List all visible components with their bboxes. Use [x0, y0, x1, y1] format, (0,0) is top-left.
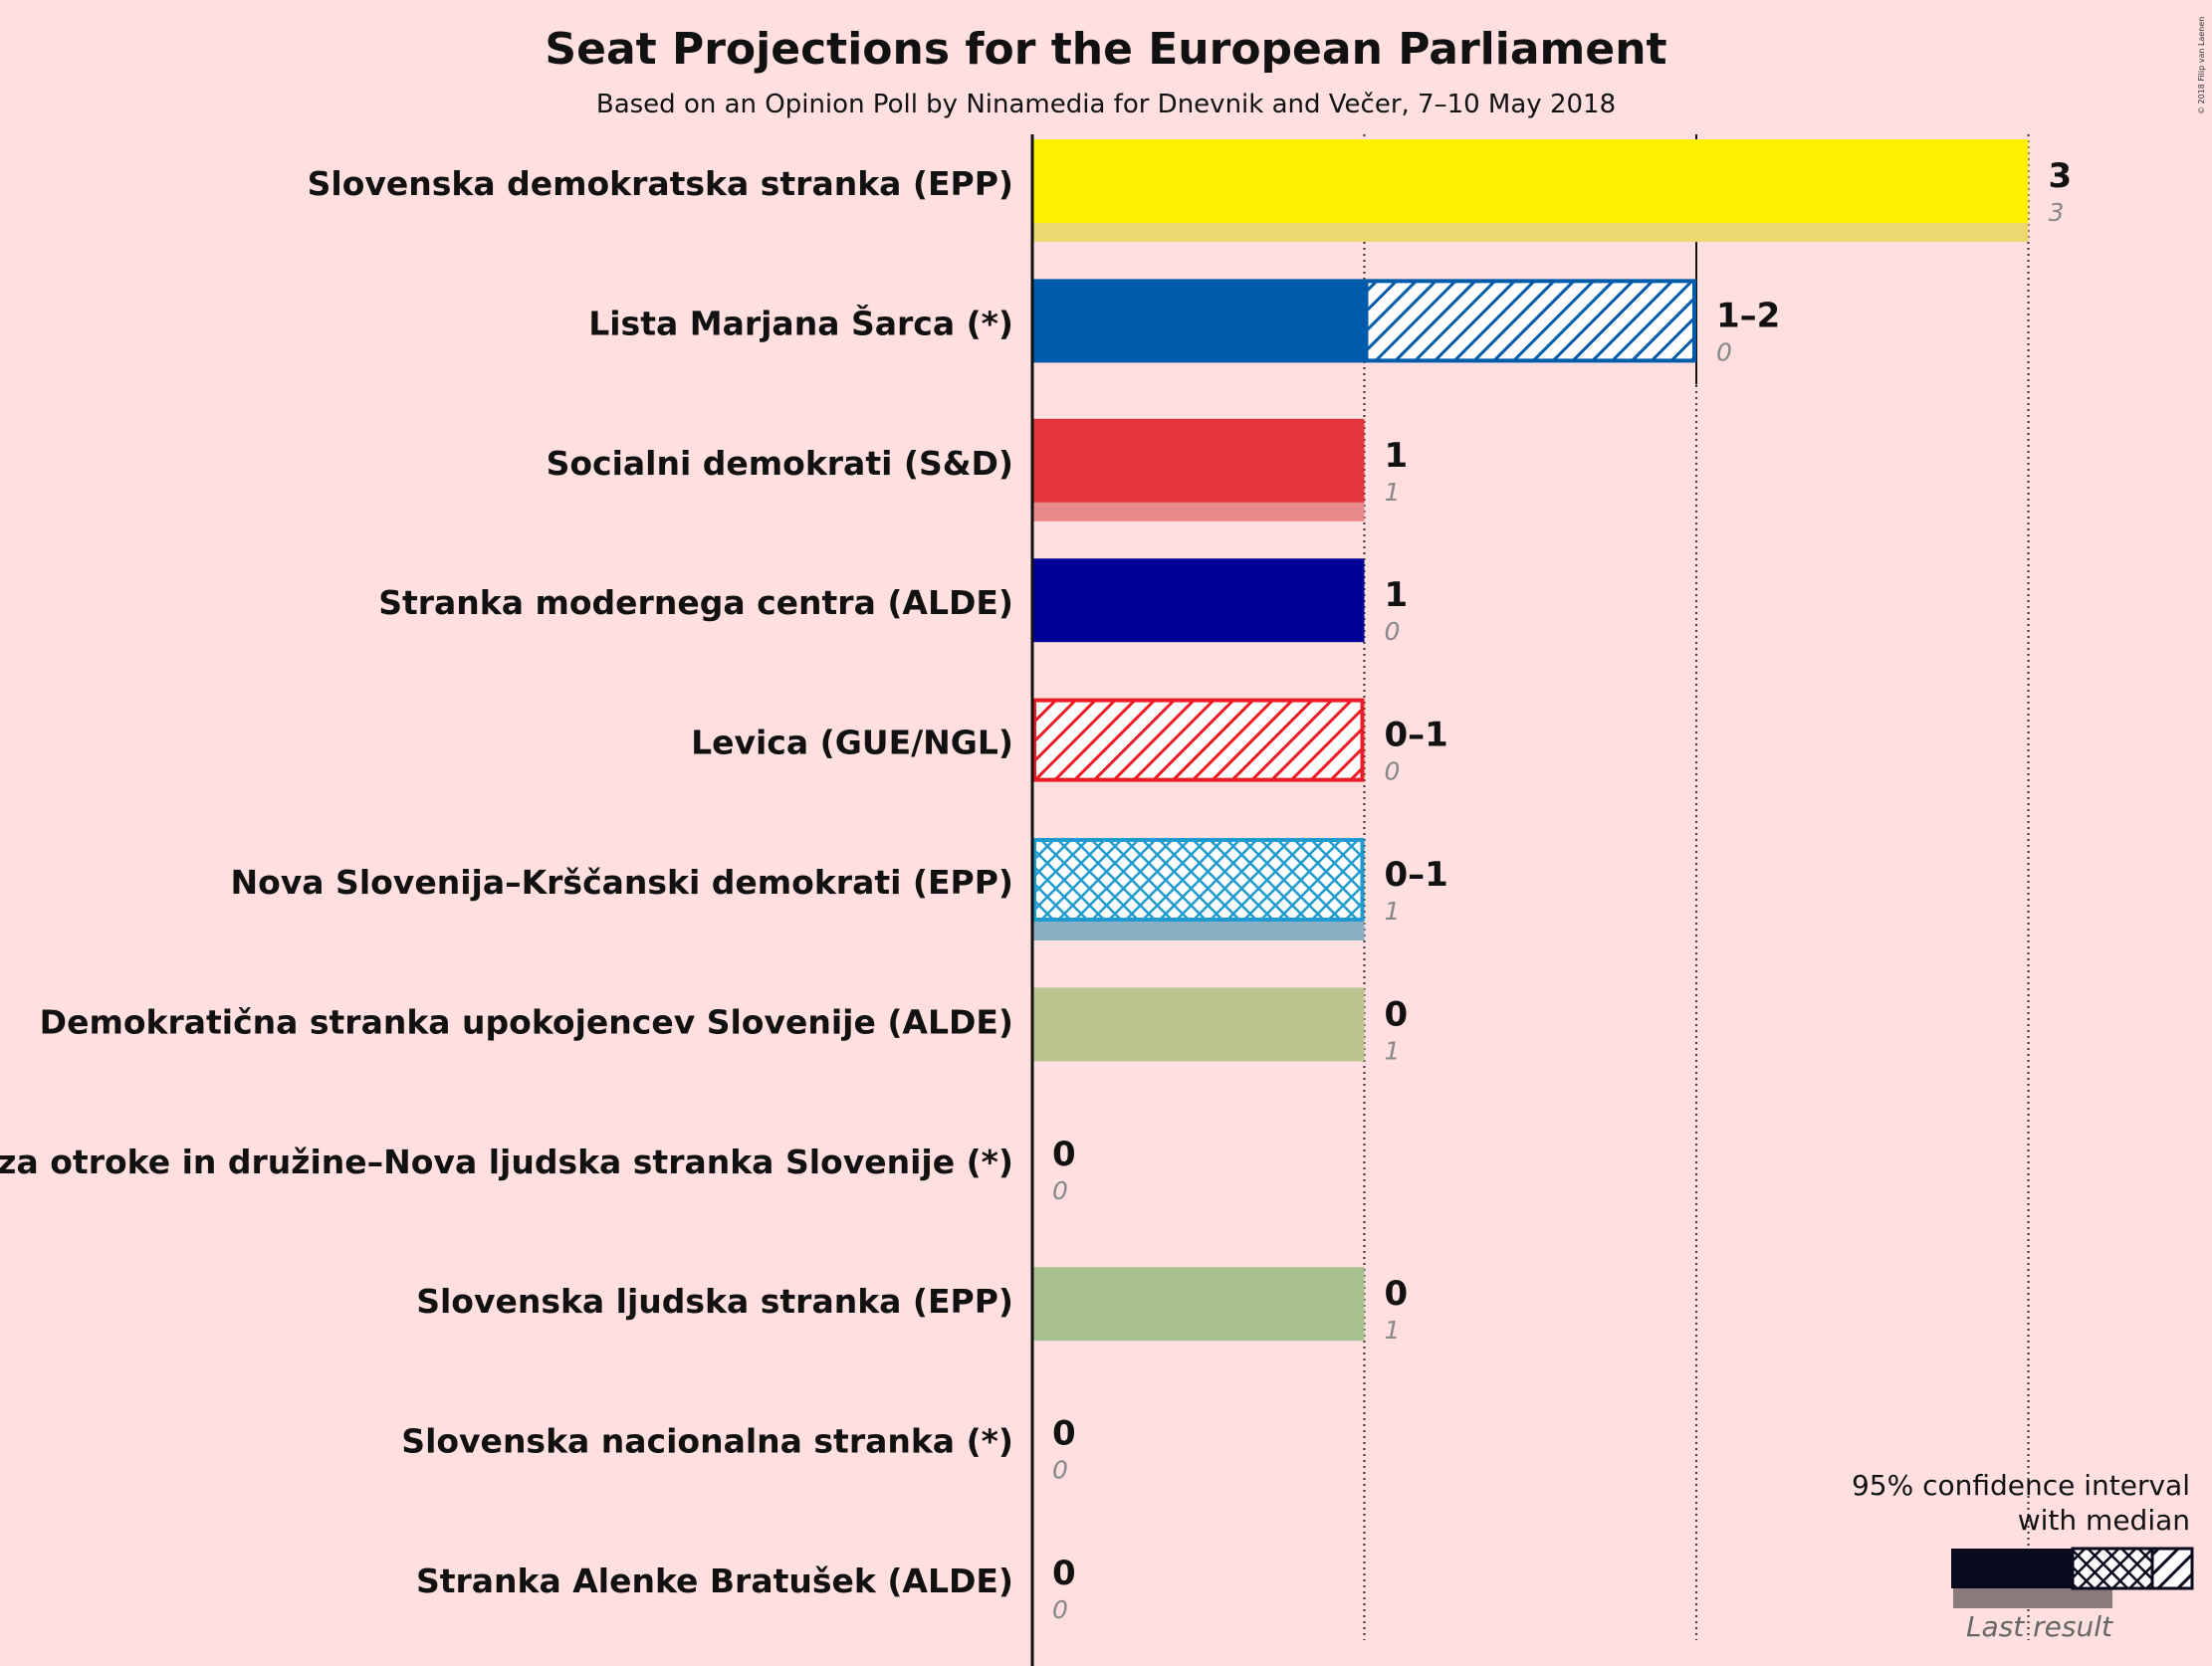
party-label: Lista Marjana Šarca (*) [588, 303, 1013, 342]
party-label: Glas za otroke in družine–Nova ljudska s… [0, 1143, 1013, 1181]
seat-range-label: 0 [1385, 994, 1409, 1034]
seat-range-label: 0 [1385, 1274, 1409, 1314]
party-row: Stranka Alenke Bratušek (ALDE) 00 [416, 1554, 1076, 1624]
legend-solid-swatch [1951, 1549, 2073, 1588]
copyright-note: © 2018 Filip van Laenen [2197, 17, 2206, 114]
party-label: Socialni demokrati (S&D) [547, 444, 1013, 483]
last-result-label: 0 [1052, 1456, 1068, 1485]
party-row: Demokratična stranka upokojencev Sloveni… [40, 987, 1409, 1065]
chart-title: Seat Projections for the European Parlia… [545, 24, 1666, 75]
legend: 95% confidence interval with median Last… [1852, 1469, 2194, 1643]
legend-last-result-label: Last result [1966, 1610, 2113, 1643]
party-label: Stranka modernega centra (ALDE) [378, 583, 1013, 622]
last-result-bar [1032, 1267, 1365, 1342]
last-result-label: 1 [1385, 1316, 1401, 1345]
seat-range-label: 0 [1052, 1414, 1076, 1454]
party-label: Slovenska ljudska stranka (EPP) [416, 1282, 1013, 1321]
party-row: Glas za otroke in družine–Nova ljudska s… [0, 1135, 1076, 1205]
last-result-bar [1032, 987, 1365, 1062]
party-label: Slovenska demokratska stranka (EPP) [308, 164, 1013, 203]
bars-group: Slovenska demokratska stranka (EPP) 33 Lis… [0, 139, 2072, 1624]
ci-uncertain-bar [1032, 698, 1365, 782]
last-result-label: 3 [2049, 198, 2065, 227]
last-result-label: 0 [1385, 757, 1401, 786]
last-result-label: 0 [1052, 1595, 1068, 1624]
ci-uncertain-bar [1032, 838, 1365, 922]
seat-range-label: 1–2 [1716, 296, 1780, 335]
seat-range-label: 3 [2049, 156, 2073, 196]
party-row: Slovenska demokratska stranka (EPP) 33 [308, 139, 2073, 242]
last-result-label: 1 [1385, 1036, 1401, 1065]
party-label: Slovenska nacionalna stranka (*) [401, 1422, 1013, 1461]
last-result-label: 0 [1716, 337, 1732, 366]
last-result-label: 0 [1052, 1176, 1068, 1205]
seat-range-label: 1 [1385, 575, 1409, 615]
legend-diag-swatch [2150, 1547, 2194, 1590]
last-result-label: 1 [1385, 897, 1401, 926]
seat-range-label: 0 [1052, 1135, 1076, 1174]
party-label: Levica (GUE/NGL) [691, 724, 1013, 762]
seat-range-label: 0–1 [1385, 855, 1448, 895]
legend-line-2: with median [2018, 1504, 2190, 1537]
party-label: Stranka Alenke Bratušek (ALDE) [416, 1562, 1013, 1600]
party-label: Demokratična stranka upokojencev Sloveni… [40, 1002, 1013, 1041]
seat-range-label: 1 [1385, 436, 1409, 476]
seat-range-label: 0–1 [1385, 716, 1448, 755]
legend-line-1: 95% confidence interval [1852, 1469, 2190, 1502]
party-row: Lista Marjana Šarca (*) 1–20 [588, 279, 1780, 366]
ci-uncertain-bar [1364, 279, 1696, 363]
ci-solid-bar [1032, 558, 1365, 643]
party-row: Nova Slovenija–Krščanski demokrati (EPP)… [231, 838, 1448, 940]
last-result-label: 1 [1385, 478, 1401, 507]
party-label: Nova Slovenija–Krščanski demokrati (EPP) [231, 863, 1014, 902]
party-row: Socialni demokrati (S&D) 11 [547, 418, 1409, 521]
seat-range-label: 0 [1052, 1554, 1076, 1593]
legend-cross-swatch [2071, 1547, 2154, 1590]
ci-solid-bar [1032, 139, 2029, 223]
last-result-label: 0 [1385, 617, 1401, 646]
party-row: Slovenska ljudska stranka (EPP) 01 [416, 1267, 1408, 1345]
party-row: Stranka modernega centra (ALDE) 10 [378, 558, 1408, 646]
party-row: Slovenska nacionalna stranka (*) 00 [401, 1414, 1075, 1485]
ci-solid-bar [1032, 279, 1365, 363]
chart-subtitle: Based on an Opinion Poll by Ninamedia fo… [596, 90, 1616, 119]
ci-solid-bar [1032, 418, 1365, 503]
party-row: Levica (GUE/NGL) 0–10 [691, 698, 1448, 786]
